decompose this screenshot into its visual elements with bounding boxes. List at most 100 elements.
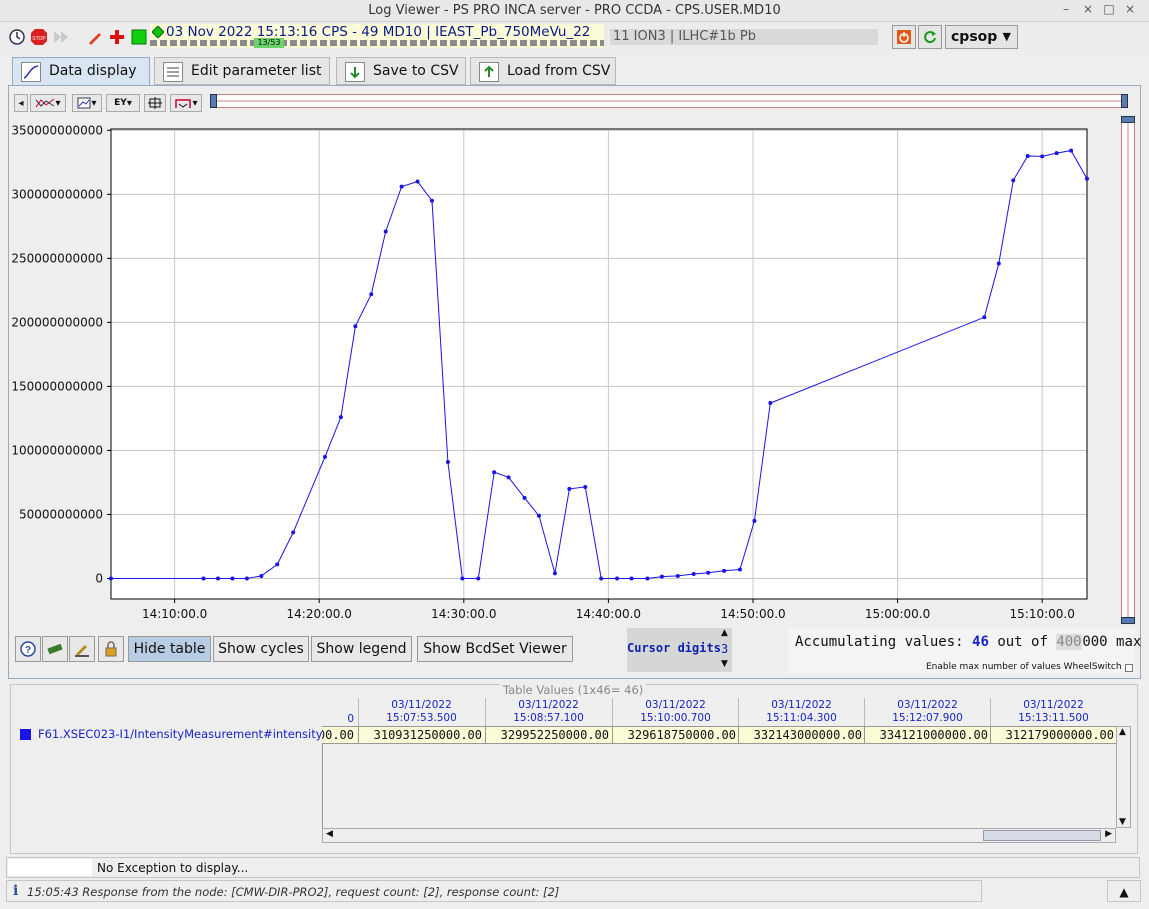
table-horizontal-scrollbar[interactable]: ◀ ▶ <box>322 828 1116 843</box>
series-color-swatch <box>20 729 31 740</box>
table-cell: 332143000000.00 <box>738 727 864 743</box>
forward-icon[interactable] <box>52 28 70 46</box>
cycle-info: 03 Nov 2022 15:13:16 CPS - 49 MD10 | IEA… <box>150 24 604 48</box>
tab-load-from-csv[interactable]: Load from CSV <box>470 57 616 85</box>
title-bar: Log Viewer - PS PRO INCA server - PRO CC… <box>0 0 1149 22</box>
exception-text: No Exception to display... <box>97 861 249 875</box>
tab-edit-parameter-list[interactable]: Edit parameter list <box>154 57 330 85</box>
show-legend-button[interactable]: Show legend <box>311 636 412 662</box>
expand-status-button[interactable]: ▲ <box>1107 880 1141 902</box>
show-bcdset-viewer-button[interactable]: Show BcdSet Viewer <box>417 636 573 662</box>
maximize-icon[interactable]: □ <box>1103 2 1115 16</box>
scroll-left-icon[interactable]: ◀ <box>326 829 333 839</box>
y-tick-label: 100000000000 <box>11 443 103 457</box>
enable-max-checkbox[interactable] <box>1125 664 1133 672</box>
table-cell: 329952250000.00 <box>485 727 611 743</box>
data-point <box>567 486 572 491</box>
range-icon[interactable]: ▾ <box>170 94 202 112</box>
slider-handle-right[interactable] <box>1121 94 1128 108</box>
data-point <box>752 518 757 523</box>
stop-icon[interactable]: STOP <box>30 28 48 46</box>
chart-type-icon[interactable]: ▾ <box>30 94 66 112</box>
close-alt-icon[interactable]: × <box>1082 2 1094 16</box>
slider-handle-left[interactable] <box>210 94 217 108</box>
intensity-chart[interactable]: 350000000000 300000000000 250000000000 2000… <box>10 116 1118 628</box>
y-axis-icon[interactable]: EY ▾ <box>106 94 140 112</box>
y-range-slider[interactable] <box>1121 116 1135 624</box>
minimize-icon[interactable]: – <box>1063 2 1069 16</box>
data-point <box>1054 151 1059 156</box>
cycle-counter: 13/53 <box>254 38 284 48</box>
data-point <box>415 179 420 184</box>
table-header-partial: 0 <box>347 713 354 725</box>
decrement-icon[interactable]: ▼ <box>721 659 728 669</box>
plus-icon[interactable] <box>108 28 126 46</box>
zoom-icon[interactable]: ▾ <box>72 94 102 112</box>
svg-text:?: ? <box>25 645 31 656</box>
data-point <box>1040 154 1045 159</box>
refresh-icon[interactable] <box>918 25 942 49</box>
data-point <box>399 184 404 189</box>
table-header-cell: 03/11/2022 15:11:04.300 <box>738 698 864 726</box>
slider-handle-bottom[interactable] <box>1121 617 1135 624</box>
scroll-left-icon[interactable]: ◂ <box>14 94 28 112</box>
x-tick-label: 14:40:00.0 <box>576 607 641 621</box>
scroll-thumb[interactable] <box>983 830 1101 841</box>
scroll-up-icon[interactable]: ▲ <box>1119 727 1126 737</box>
clock-icon[interactable] <box>8 28 26 46</box>
accumulating-values: Accumulating values: 46 out of 400 000 m… <box>788 628 1141 674</box>
data-point <box>259 573 264 578</box>
user-group: 11 ION3 | ILHC#1b Pb <box>610 29 878 45</box>
close-icon[interactable]: × <box>1124 2 1136 16</box>
y-tick-label: 50000000000 <box>19 507 103 521</box>
data-point <box>476 576 481 581</box>
table-vertical-scrollbar[interactable]: ▲ ▼ <box>1116 726 1131 828</box>
tab-label: Data display <box>49 63 137 79</box>
scroll-right-icon[interactable]: ▶ <box>1105 829 1112 839</box>
list-icon <box>163 62 183 82</box>
table-header-cell: 03/11/2022 15:07:53.500 <box>358 698 484 726</box>
data-point <box>1085 176 1089 181</box>
chart-icon <box>21 62 41 82</box>
cursor-digits-value[interactable]: 3 <box>721 642 729 656</box>
cpsop-dropdown[interactable]: cpsop ▼ <box>945 25 1018 49</box>
accum-max-suffix: 000 max <box>1082 634 1142 650</box>
green-square-icon[interactable] <box>130 28 148 46</box>
lock-icon[interactable] <box>98 636 124 662</box>
series-row-label: F61.XSEC023-I1/IntensityMeasurement#inte… <box>38 727 323 741</box>
increment-icon[interactable]: ▲ <box>721 628 728 638</box>
card-icon[interactable] <box>42 636 68 662</box>
max-wheelswitch[interactable]: 400 <box>1056 634 1083 650</box>
table-cell: 312179000000.00 <box>990 727 1116 743</box>
show-cycles-button[interactable]: Show cycles <box>213 636 309 662</box>
data-point <box>768 401 773 406</box>
plot-area <box>110 128 1088 600</box>
tab-label: Save to CSV <box>373 63 459 79</box>
tab-data-display[interactable]: Data display <box>12 57 150 87</box>
edit-icon[interactable] <box>69 636 95 662</box>
data-point <box>369 292 374 297</box>
table-row[interactable]: 00.00 310931250000.00 329952250000.00 32… <box>322 726 1116 744</box>
help-icon[interactable]: ? <box>15 636 41 662</box>
table-body <box>322 744 1116 828</box>
data-point <box>1069 148 1074 153</box>
pen-icon[interactable] <box>86 28 104 46</box>
slider-handle-top[interactable] <box>1121 116 1135 123</box>
data-point <box>383 229 388 234</box>
scroll-down-icon[interactable]: ▼ <box>1119 817 1126 827</box>
tab-save-to-csv[interactable]: Save to CSV <box>336 57 466 85</box>
x-range-slider[interactable] <box>210 94 1128 108</box>
data-point <box>429 198 434 203</box>
cursor-digits-control: Cursor digits 3 ▲ ▼ <box>627 628 732 672</box>
exception-filter <box>8 859 92 876</box>
y-tick-label: 0 <box>95 572 103 586</box>
table-title: Table Values (1x46= 46) <box>500 683 647 697</box>
x-tick-label: 14:30:00.0 <box>431 607 496 621</box>
hide-table-button[interactable]: Hide table <box>128 636 211 662</box>
y-tick-label: 350000000000 <box>11 123 103 137</box>
status-bar: i 15:05:43 Response from the node: [CMW-… <box>6 880 982 902</box>
fit-icon[interactable] <box>144 94 166 112</box>
data-point <box>722 568 727 573</box>
power-icon[interactable] <box>892 25 916 49</box>
data-point <box>353 324 358 329</box>
